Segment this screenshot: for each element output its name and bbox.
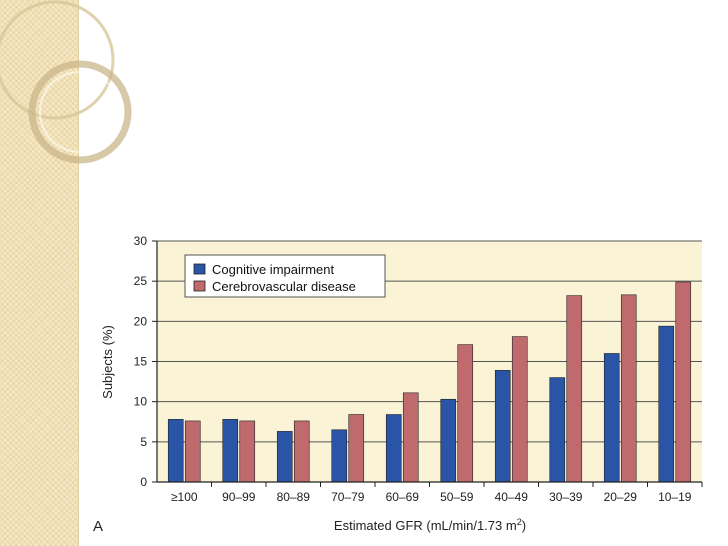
ring-bottom xyxy=(28,60,132,164)
bar-cognitive-impairment xyxy=(222,419,239,483)
legend-box xyxy=(184,254,386,298)
bar-cognitive-impairment xyxy=(440,398,457,483)
bar-cognitive-impairment xyxy=(658,325,675,483)
panel-label: A xyxy=(93,518,103,535)
x-tick-label: ≥100 xyxy=(171,490,198,504)
bar-cognitive-impairment xyxy=(549,377,566,483)
x-axis-title-main: Estimated GFR (mL/min/1.73 m xyxy=(334,518,517,533)
y-tick-label: 10 xyxy=(134,395,148,409)
x-tick-label: 90–99 xyxy=(222,490,256,504)
y-axis-title: Subjects (%) xyxy=(100,325,115,399)
ring-bottom-inner xyxy=(39,71,121,153)
ring-top xyxy=(0,0,115,120)
legend-swatch-cerebrovascular xyxy=(193,280,206,292)
bar-cognitive-impairment xyxy=(331,429,348,483)
x-tick-label: 60–69 xyxy=(386,490,420,504)
bar-cerebrovascular-disease xyxy=(293,420,310,483)
y-tick-label: 25 xyxy=(134,274,148,288)
legend: Cognitive impairment Cerebrovascular dis… xyxy=(184,254,386,298)
bar-cerebrovascular-disease xyxy=(511,336,528,483)
bar-cognitive-impairment xyxy=(167,419,184,483)
legend-swatch-cognitive xyxy=(193,263,206,275)
x-axis-title-sup: 2 xyxy=(517,517,522,527)
y-tick-label: 15 xyxy=(134,355,148,369)
x-tick-label: 80–89 xyxy=(277,490,311,504)
bar-cerebrovascular-disease xyxy=(402,392,419,483)
axes xyxy=(152,240,703,487)
bar-cerebrovascular-disease xyxy=(675,281,692,483)
x-tick-label: 30–39 xyxy=(549,490,583,504)
legend-label-cerebrovascular: Cerebrovascular disease xyxy=(212,279,356,294)
y-tick-label: 20 xyxy=(134,314,148,328)
bar-cognitive-impairment xyxy=(603,353,620,483)
bar-cognitive-impairment xyxy=(276,431,293,483)
bar-cerebrovascular-disease xyxy=(620,294,637,483)
x-tick-label: 70–79 xyxy=(331,490,365,504)
bars xyxy=(167,281,692,483)
x-axis-title: Estimated GFR (mL/min/1.73 m2) xyxy=(334,517,526,533)
y-tick-label: 30 xyxy=(134,234,148,248)
bar-cognitive-impairment xyxy=(494,370,511,483)
bar-cerebrovascular-disease xyxy=(566,295,583,483)
y-tick-labels: 0 5 10 15 20 25 30 xyxy=(134,234,148,489)
x-tick-label: 40–49 xyxy=(495,490,529,504)
legend-label-cognitive: Cognitive impairment xyxy=(212,262,334,277)
y-tick-label: 0 xyxy=(140,475,147,489)
x-tick-label: 50–59 xyxy=(440,490,474,504)
y-tick-label: 5 xyxy=(140,435,147,449)
bar-cerebrovascular-disease xyxy=(239,420,256,483)
x-tick-label: 10–19 xyxy=(658,490,692,504)
bar-cerebrovascular-disease xyxy=(348,414,365,483)
x-axis-title-end: ) xyxy=(522,518,526,533)
x-tick-label: 20–29 xyxy=(604,490,638,504)
bar-cerebrovascular-disease xyxy=(184,420,201,483)
bar-cerebrovascular-disease xyxy=(457,344,474,483)
bar-cognitive-impairment xyxy=(385,414,402,483)
x-tick-labels: ≥100 90–99 80–89 70–79 60–69 50–59 40–49 30–39 2… xyxy=(171,490,692,504)
